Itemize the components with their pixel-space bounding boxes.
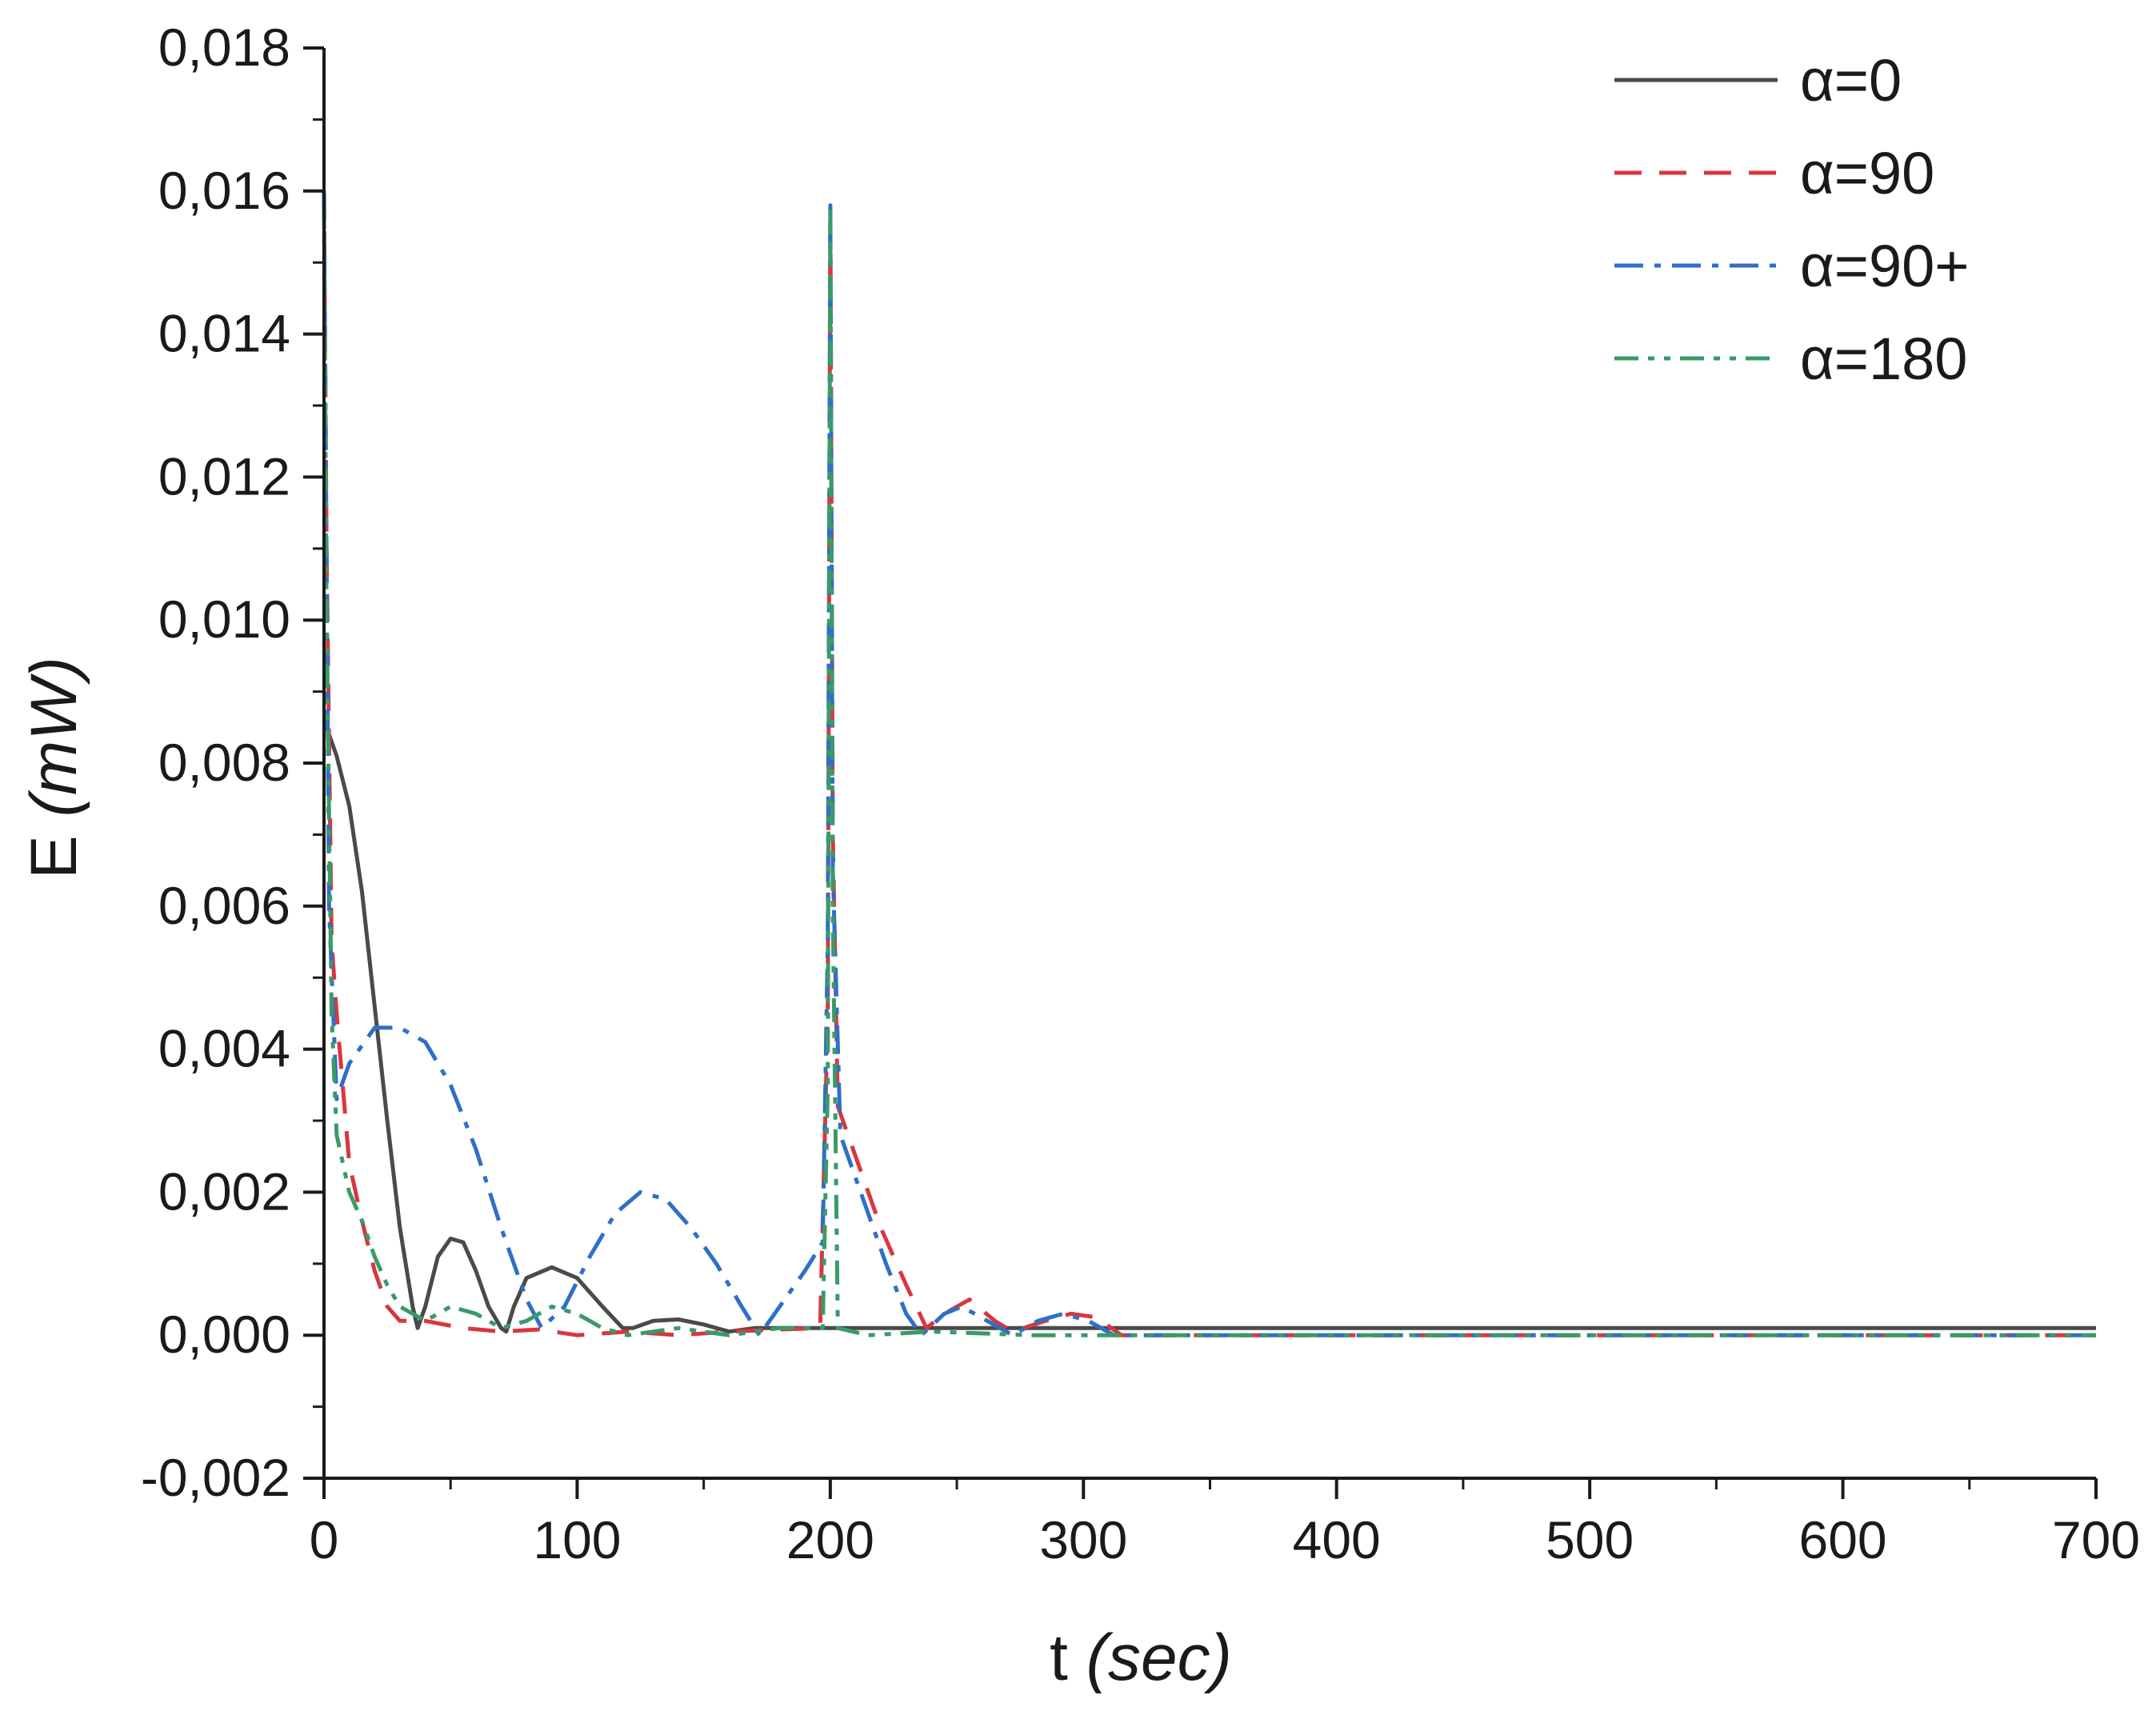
y-tick-label: 0,006 (158, 876, 290, 935)
y-axis-title: E (mW) (18, 657, 90, 879)
x-tick-label: 0 (310, 1510, 339, 1569)
y-tick-label: 0,012 (158, 446, 290, 506)
x-tick-label: 200 (786, 1510, 874, 1569)
legend-label-3: α=180 (1800, 326, 1967, 392)
x-axis-title-main: t (1050, 1621, 1086, 1694)
legend-label-1: α=90 (1800, 140, 1934, 206)
x-tick-label: 300 (1039, 1510, 1127, 1569)
legend-label-0: α=0 (1800, 47, 1902, 114)
y-tick-label: 0,002 (158, 1161, 290, 1221)
y-tick-label: 0,010 (158, 590, 290, 649)
y-tick-label: 0,008 (158, 733, 290, 792)
x-axis-title: t (sec) (1050, 1621, 1232, 1694)
y-tick-label: 0,000 (158, 1305, 290, 1364)
x-tick-label: 500 (1546, 1510, 1634, 1569)
series-line-0 (322, 719, 2096, 1334)
x-ticks: 0 100 200 300 400 500 600 700 (310, 1478, 2140, 1569)
y-tick-label: 0,014 (158, 304, 290, 363)
x-axis-title-unit: (sec) (1086, 1621, 1232, 1694)
x-tick-label: 600 (1799, 1510, 1887, 1569)
legend-label-2: α=90+ (1800, 233, 1970, 299)
x-tick-label: 400 (1293, 1510, 1381, 1569)
x-tick-label: 100 (533, 1510, 621, 1569)
y-tick-label: 0,004 (158, 1019, 290, 1078)
y-tick-label: 0,018 (158, 18, 290, 77)
x-tick-label: 700 (2052, 1510, 2140, 1569)
y-tick-label: -0,002 (141, 1448, 290, 1507)
legend: α=0 α=90 α=90+ α=180 (1614, 47, 1970, 392)
plot-area (322, 190, 2096, 1337)
y-tick-label: 0,016 (158, 161, 290, 220)
y-ticks: -0,002 0,000 0,002 0,004 0,006 0,008 0,010 0,01… (141, 18, 324, 1507)
y-axis-title-unit: (mW) (18, 657, 90, 817)
axes: -0,002 0,000 0,002 0,004 0,006 0,008 0,010 0,01… (141, 18, 2140, 1569)
series-line-3 (322, 203, 2096, 1337)
y-axis-title-main: E (18, 817, 90, 878)
series-line-1 (322, 190, 2096, 1337)
series-line-2 (322, 190, 2096, 1337)
